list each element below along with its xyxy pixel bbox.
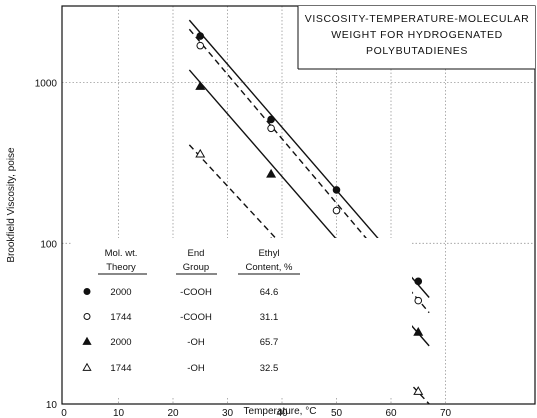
x-tick-label: 10: [113, 408, 125, 418]
legend-header-ethyl-2: Content, %: [246, 262, 294, 273]
legend-marker-2: [83, 313, 91, 320]
series-4-point: [413, 386, 424, 395]
legend-header-molwt-2: Theory: [106, 262, 136, 273]
legend-header-endgroup-1: End: [188, 248, 205, 259]
legend-molwt-1: 2000: [110, 287, 131, 298]
legend-rows: 2000 -COOH 64.6 1744 -COOH 31.1 2000 -OH 65.7 174…: [82, 287, 279, 374]
x-tick-label: 20: [167, 408, 179, 418]
legend-molwt-4: 1744: [110, 363, 131, 374]
legend-ethyl-3: 65.7: [260, 337, 279, 348]
legend-marker-4: [82, 362, 92, 371]
series-1-point: [267, 115, 275, 124]
series-2-point: [196, 41, 205, 50]
legend-marker-1: [83, 288, 91, 295]
legend: Mol. wt. Theory End Group Ethyl Content,…: [72, 238, 412, 398]
y-tick-label: 1000: [35, 79, 58, 90]
x-tick-label: 50: [331, 408, 343, 418]
legend-ethyl-1: 64.6: [260, 287, 279, 298]
x-tick-label: 70: [440, 408, 452, 418]
legend-molwt-2: 1744: [110, 312, 131, 323]
chart-title-line-1: VISCOSITY-TEMPERATURE-MOLECULAR: [305, 13, 530, 25]
chart-title-box: VISCOSITY-TEMPERATURE-MOLECULAR WEIGHT F…: [297, 6, 535, 70]
x-tick-label: 30: [222, 408, 234, 418]
x-tick-label: 60: [385, 408, 397, 418]
y-tick-label: 100: [40, 239, 57, 250]
series-3-point: [266, 168, 277, 178]
legend-ethyl-4: 32.5: [260, 363, 279, 374]
legend-header-ethyl-1: Ethyl: [258, 248, 279, 259]
series-2-fit-line: [188, 28, 430, 314]
chart-title-line-2: WEIGHT FOR HYDROGENATED: [331, 29, 503, 41]
legend-background: [72, 238, 412, 398]
series-1-point: [196, 32, 205, 40]
legend-header-endgroup-2: Group: [183, 262, 209, 273]
legend-marker-3: [82, 336, 92, 345]
x-tick-label: 40: [276, 408, 288, 418]
series-1-point: [332, 186, 341, 194]
x-axis-label: Temperature, °C: [244, 406, 317, 417]
y-tick-label: 10: [46, 400, 58, 411]
series-2-point: [332, 206, 341, 215]
legend-endgroup-2: -COOH: [180, 312, 212, 323]
y-axis-label: Brookfield Viscosity, poise: [6, 147, 17, 263]
series-4-point: [195, 148, 206, 158]
x-tick-labels: 0 10 20 30 40 50 60 70: [61, 408, 451, 418]
legend-endgroup-1: -COOH: [180, 287, 212, 298]
chart-title-line-3: POLYBUTADIENES: [366, 45, 468, 57]
x-tick-label: 0: [61, 408, 67, 418]
series-2-point: [414, 296, 423, 305]
series-3-point: [195, 81, 206, 90]
y-tick-labels: 10 100 1000: [35, 79, 58, 411]
legend-ethyl-2: 31.1: [260, 312, 279, 323]
series-2-point: [267, 124, 275, 133]
series-3-point: [413, 327, 424, 336]
series-1-point: [414, 277, 423, 286]
legend-endgroup-4: -OH: [187, 363, 205, 374]
legend-header-molwt-1: Mol. wt.: [105, 248, 138, 259]
title-box: [298, 6, 535, 69]
legend-molwt-3: 2000: [110, 337, 131, 348]
legend-endgroup-3: -OH: [187, 337, 205, 348]
